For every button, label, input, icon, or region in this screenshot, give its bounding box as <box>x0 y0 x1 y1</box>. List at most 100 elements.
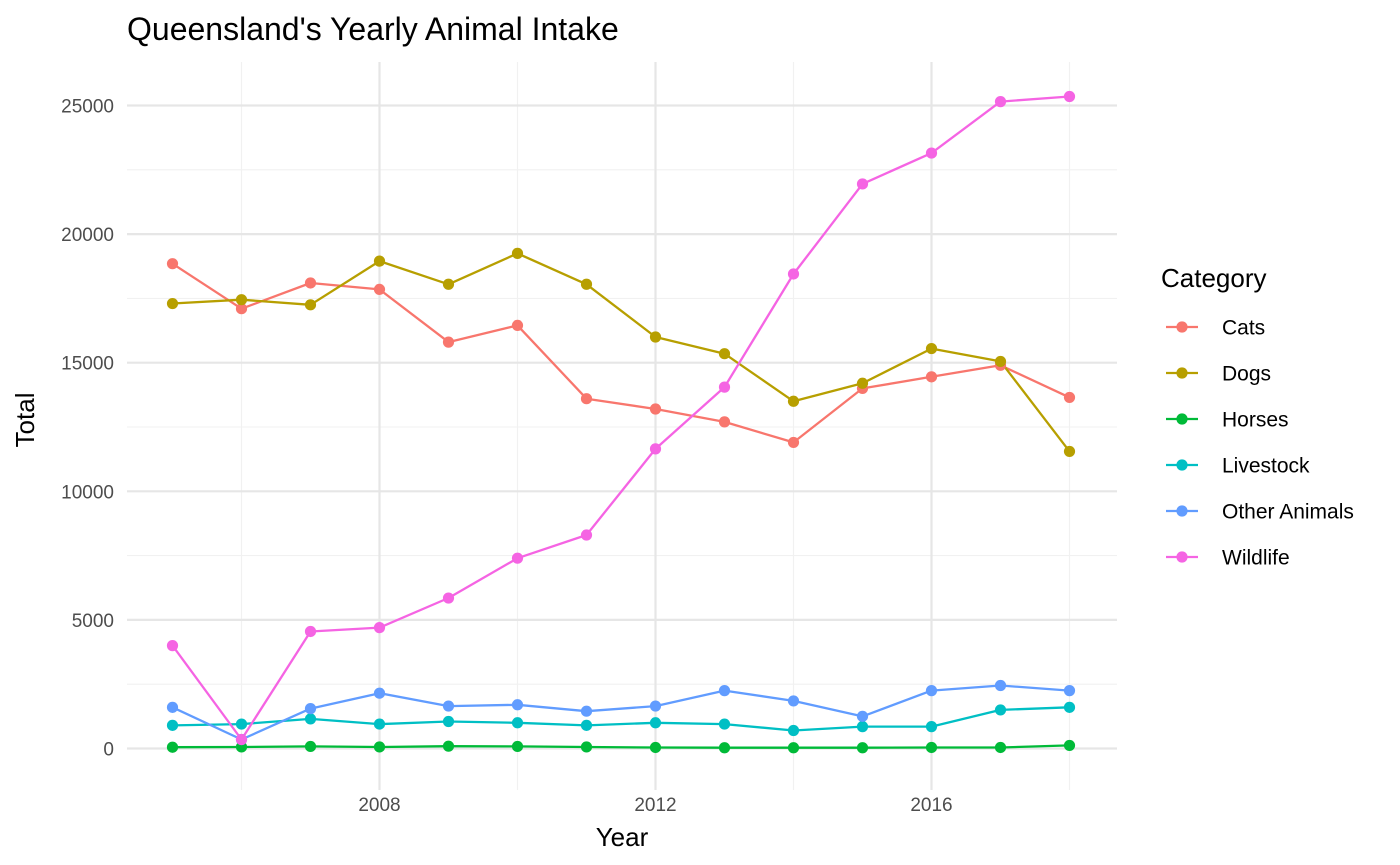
x-tick-label: 2008 <box>358 795 400 816</box>
data-point-wildlife <box>235 733 248 746</box>
data-point-cats <box>1063 391 1076 404</box>
legend-key-point <box>1176 321 1188 333</box>
data-point-livestock <box>373 718 386 730</box>
y-tick-label: 10000 <box>61 482 114 503</box>
legend-label-dogs: Dogs <box>1222 363 1271 386</box>
data-point-cats <box>649 403 662 415</box>
data-point-other-animals <box>994 679 1007 692</box>
legend-key-horses <box>1166 413 1198 425</box>
y-tick-label: 5000 <box>72 611 114 632</box>
data-point-horses <box>994 741 1007 754</box>
data-point-dogs <box>166 297 179 310</box>
data-point-dogs <box>442 278 455 290</box>
legend-key-other-animals <box>1166 505 1198 517</box>
data-point-livestock <box>649 717 662 729</box>
data-point-other-animals <box>442 700 455 712</box>
data-point-horses <box>925 741 938 754</box>
data-point-livestock <box>925 721 938 733</box>
data-point-other-animals <box>925 685 938 697</box>
data-point-wildlife <box>442 592 455 604</box>
data-point-other-animals <box>787 695 800 707</box>
data-point-livestock <box>718 718 731 730</box>
data-point-livestock <box>580 719 593 731</box>
data-point-wildlife <box>166 640 179 652</box>
data-point-horses <box>649 741 662 754</box>
series-lines <box>166 90 1076 754</box>
data-point-dogs <box>304 299 317 311</box>
series-line-cats <box>171 262 1071 444</box>
data-point-wildlife <box>649 443 662 455</box>
data-point-livestock <box>787 724 800 737</box>
series-line-wildlife <box>171 95 1071 741</box>
x-tick-label: 2012 <box>634 795 676 816</box>
data-point-horses <box>511 740 524 753</box>
legend-title: Category <box>1161 263 1267 293</box>
data-point-horses <box>442 740 455 752</box>
data-point-other-animals <box>511 699 524 711</box>
axes: 0 5000 10000 15000 20000 25000 2008 2012 2016 <box>61 97 952 817</box>
y-tick-label: 25000 <box>61 97 114 118</box>
legend: Category Cats Dogs Horses Livestock Other An… <box>1161 263 1354 570</box>
legend-label-livestock: Livestock <box>1222 455 1310 478</box>
data-point-horses <box>1063 739 1076 752</box>
data-point-dogs <box>925 342 938 355</box>
data-point-wildlife <box>511 552 524 564</box>
data-point-dogs <box>787 395 800 407</box>
data-point-cats <box>580 393 593 405</box>
data-point-cats <box>925 371 938 383</box>
data-point-livestock <box>442 715 455 728</box>
chart-title: Queensland's Yearly Animal Intake <box>127 11 619 47</box>
x-axis-title: Year <box>596 822 649 852</box>
grid <box>127 62 1117 790</box>
data-point-dogs <box>994 355 1007 368</box>
series-line-livestock <box>171 706 1071 732</box>
data-point-other-animals <box>718 685 731 697</box>
data-point-cats <box>787 436 800 449</box>
data-point-other-animals <box>649 700 662 712</box>
data-point-other-animals <box>1063 685 1076 697</box>
data-point-dogs <box>649 331 662 343</box>
legend-key-dogs <box>1166 367 1198 379</box>
data-point-other-animals <box>373 687 386 699</box>
data-point-livestock <box>511 717 524 729</box>
data-point-horses <box>856 742 869 754</box>
y-tick-label: 15000 <box>61 354 114 375</box>
data-point-wildlife <box>373 622 386 634</box>
data-point-wildlife <box>856 178 869 190</box>
series-line-dogs <box>171 252 1071 453</box>
data-point-livestock <box>304 713 317 725</box>
legend-label-other-animals: Other Animals <box>1222 501 1354 524</box>
data-point-dogs <box>718 348 731 360</box>
data-point-cats <box>304 277 317 289</box>
y-tick-label: 0 <box>103 740 114 761</box>
y-tick-label: 20000 <box>61 225 114 246</box>
legend-key-wildlife <box>1166 551 1198 563</box>
data-point-dogs <box>580 278 593 290</box>
data-point-wildlife <box>1063 90 1076 103</box>
data-point-wildlife <box>580 529 593 541</box>
data-point-other-animals <box>856 710 869 722</box>
legend-key-livestock <box>1166 459 1198 471</box>
data-point-dogs <box>373 255 386 267</box>
data-point-horses <box>580 741 593 753</box>
legend-key-point <box>1176 551 1188 563</box>
data-point-dogs <box>235 294 248 306</box>
data-point-other-animals <box>580 705 593 717</box>
data-point-wildlife <box>304 625 317 638</box>
x-tick-label: 2016 <box>910 795 952 816</box>
data-point-wildlife <box>925 147 938 159</box>
legend-key-point <box>1176 459 1188 471</box>
legend-key-point <box>1176 505 1188 517</box>
data-point-livestock <box>235 718 248 730</box>
data-point-cats <box>511 319 524 332</box>
data-point-other-animals <box>166 701 179 713</box>
data-point-other-animals <box>304 703 317 715</box>
data-point-cats <box>718 416 731 428</box>
data-point-dogs <box>856 377 869 389</box>
series-line-other-animals <box>171 684 1071 741</box>
legend-label-cats: Cats <box>1222 317 1265 340</box>
legend-key-point <box>1176 367 1188 379</box>
data-point-cats <box>442 336 455 348</box>
